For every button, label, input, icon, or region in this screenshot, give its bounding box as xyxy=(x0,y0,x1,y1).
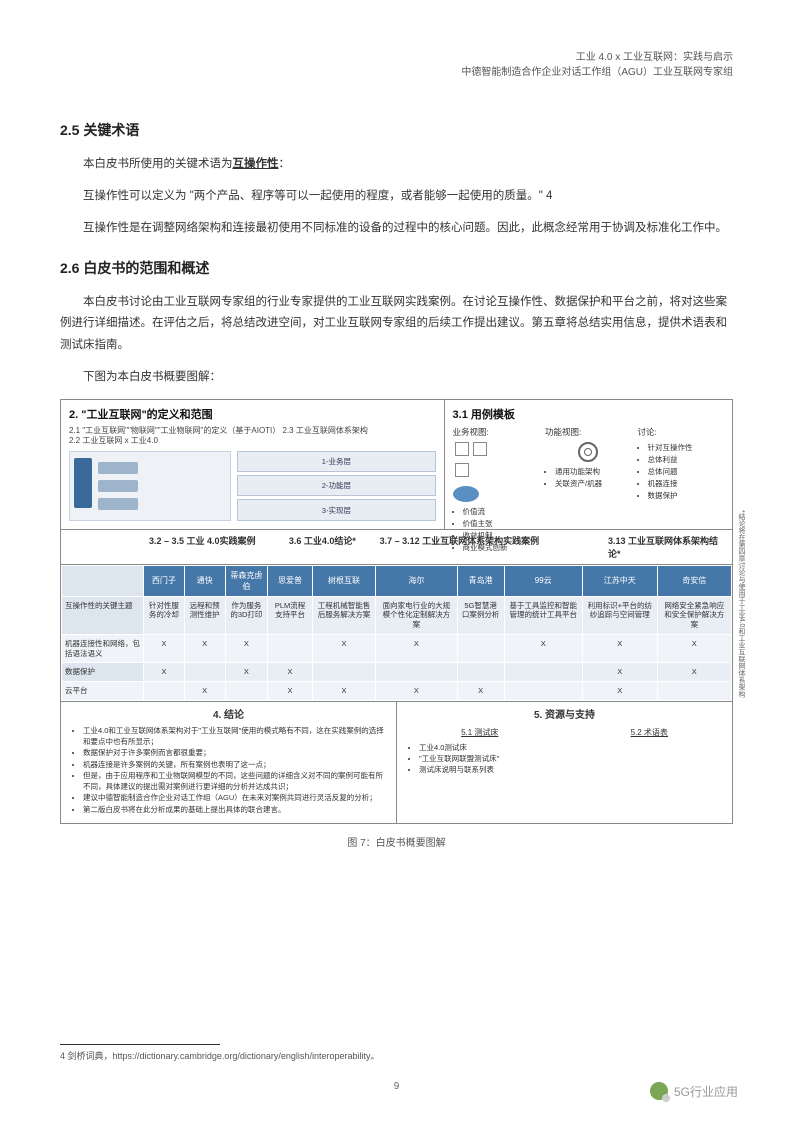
header-line-2: 中德智能制造合作企业对话工作组（AGU）工业互联网专家组 xyxy=(60,65,733,80)
table-row: 云平台 X X XX X X xyxy=(62,682,732,701)
figure-box-3: 3.1 用例模板 业务视图: 价值流价值主张 收益机制商业模式创新 功能视图: xyxy=(445,400,732,529)
cases-table: 西门子通快 蒂森克虏伯思爱普 树根互联海尔 青岛港99云 江苏中天奇安信 互操作… xyxy=(61,565,732,701)
table-row: 西门子通快 蒂森克虏伯思爱普 树根互联海尔 青岛港99云 江苏中天奇安信 xyxy=(62,565,732,596)
box2-title: 2. "工业互联网"的定义和范围 xyxy=(69,406,436,422)
box2-diagram: 1-业务层 2-功能层 3-实现层 xyxy=(69,451,436,521)
sec25-p2: 互操作性可以定义为 "两个产品、程序等可以一起使用的程度，或者能够一起使用的质量… xyxy=(60,186,733,208)
box4-bullets: 工业4.0和工业互联网体系架构对于"工业互联网"使用的模式略有不同，这在实践案例… xyxy=(69,725,388,815)
wechat-icon xyxy=(650,1082,668,1100)
box5a-bullets: 工业4.0测试床 "工业互联网联盟测试床" 测试床说明与联系列表 xyxy=(405,742,555,776)
bullets-c: 针对互操作性总体利益 总体问题机器连接 数据保护 xyxy=(638,442,725,501)
box3-title: 3.1 用例模板 xyxy=(453,406,724,422)
table-row: 机器连接性和网络，包括语法语义 XX X XX X XX xyxy=(62,634,732,663)
layer-1: 1-业务层 xyxy=(237,451,435,472)
watermark: 5G行业应用 xyxy=(650,1082,738,1100)
sec26-p1: 本白皮书讨论由工业互联网专家组的行业专家提供的工业互联网实践案例。在讨论互操作性… xyxy=(60,292,733,358)
sec26-p2: 下图为本白皮书概要图解： xyxy=(60,367,733,389)
bullets-b: 通用功能架构关联资产/机器 xyxy=(545,466,632,489)
figure-box-4: 4. 结论 工业4.0和工业互联网体系架构对于"工业互联网"使用的模式略有不同，… xyxy=(61,702,397,823)
figure-side-note: *结论将在第四章讨论与使用于工业4.0和工业互联网体系架构 xyxy=(734,510,746,730)
footnote-4: 4 剑桥词典，https://dictionary.cambridge.org/… xyxy=(60,1049,733,1062)
gear-icon xyxy=(578,442,598,462)
table-span-header: 3.2 – 3.5 工业 4.0实践案例 3.6 工业4.0结论* 3.7 – … xyxy=(61,530,732,565)
figure-7-container: *结论将在第四章讨论与使用于工业4.0和工业互联网体系架构 2. "工业互联网"… xyxy=(60,399,733,824)
key-term: 互操作性 xyxy=(233,158,279,170)
cloud-icon xyxy=(453,486,479,502)
figure-caption: 图 7：白皮书概要图解 xyxy=(60,834,733,849)
sec25-p1: 本白皮书所使用的关键术语为互操作性： xyxy=(60,154,733,176)
layer-2: 2-功能层 xyxy=(237,475,435,496)
box2-sub: 2.1 "工业互联网""物联网""工业物联网"的定义（基于AIOTI） 2.3 … xyxy=(69,426,436,447)
section-2-5-heading: 2.5 关键术语 xyxy=(60,120,733,140)
section-2-6-heading: 2.6 白皮书的范围和概述 xyxy=(60,258,733,278)
figure-box-5: 5. 资源与支持 5.1 测试床 工业4.0测试床 "工业互联网联盟测试床" 测… xyxy=(397,702,732,823)
header-line-1: 工业 4.0 x 工业互联网：实践与启示 xyxy=(60,50,733,65)
figure-box-2: 2. "工业互联网"的定义和范围 2.1 "工业互联网""物联网""工业物联网"… xyxy=(61,400,445,529)
footnote-rule xyxy=(60,1044,220,1045)
page-header: 工业 4.0 x 工业互联网：实践与启示 中德智能制造合作企业对话工作组（AGU… xyxy=(60,50,733,80)
layer-3: 3-实现层 xyxy=(237,499,435,520)
table-row: 互操作性的关键主题 针对性服务的冷却远程和预测性维护 作为服务的3D打印PLM流… xyxy=(62,596,732,634)
sec25-p3: 互操作性是在调整网络架构和连接最初使用不同标准的设备的过程中的核心问题。因此，此… xyxy=(60,218,733,240)
table-row: 数据保护 X XX XX xyxy=(62,663,732,682)
